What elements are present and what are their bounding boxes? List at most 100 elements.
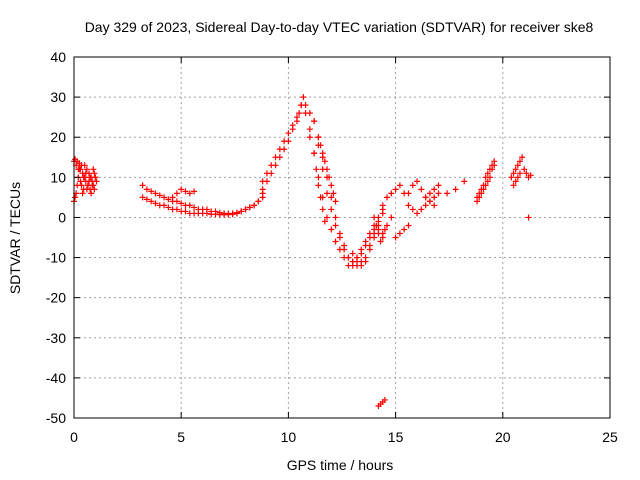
- chart-title: Day 329 of 2023, Sidereal Day-to-day VTE…: [85, 19, 594, 35]
- data-point: [259, 178, 266, 185]
- data-point: [384, 194, 391, 201]
- data-point: [373, 222, 380, 229]
- data-point: [276, 146, 283, 153]
- data-point: [165, 204, 172, 211]
- data-point: [414, 178, 421, 185]
- data-point: [311, 150, 318, 157]
- data-point: [173, 190, 180, 197]
- data-point: [482, 182, 489, 189]
- x-axis-label: GPS time / hours: [287, 457, 394, 473]
- data-point: [510, 182, 517, 189]
- data-point: [91, 186, 98, 193]
- data-point: [362, 258, 369, 265]
- data-point: [93, 178, 100, 185]
- data-point: [191, 204, 198, 211]
- data-point: [336, 234, 343, 241]
- data-point: [414, 210, 421, 217]
- data-point: [527, 172, 534, 179]
- data-point: [510, 170, 517, 177]
- data-point: [521, 166, 528, 173]
- y-tick-label: 0: [58, 209, 66, 225]
- data-point: [418, 206, 425, 213]
- data-point: [328, 182, 335, 189]
- data-point: [89, 182, 96, 189]
- data-point: [169, 194, 176, 201]
- data-point: [285, 130, 292, 137]
- data-point: [178, 186, 185, 193]
- data-point: [229, 211, 236, 218]
- data-point: [444, 190, 451, 197]
- data-point: [435, 182, 442, 189]
- data-point: [422, 194, 429, 201]
- data-point: [358, 250, 365, 257]
- x-tick-label: 25: [602, 429, 618, 445]
- y-axis-ticks: -50 -40 -30 -20 -10 0 10 20 30 40: [46, 49, 610, 426]
- data-point: [76, 166, 83, 173]
- data-point: [409, 206, 416, 213]
- y-tick-label: -10: [46, 250, 66, 266]
- data-point: [349, 258, 356, 265]
- data-point: [328, 194, 335, 201]
- data-point: [405, 222, 412, 229]
- data-point: [349, 250, 356, 257]
- data-point: [173, 198, 180, 205]
- data-point: [82, 170, 89, 177]
- data-point: [165, 196, 172, 203]
- data-point: [272, 154, 279, 161]
- y-tick-label: -20: [46, 290, 66, 306]
- data-point: [79, 190, 86, 197]
- data-point: [514, 162, 521, 169]
- y-tick-label: 30: [50, 89, 66, 105]
- data-point: [388, 190, 395, 197]
- data-point: [242, 206, 249, 213]
- data-point: [87, 174, 94, 181]
- data-point: [388, 214, 395, 221]
- y-tick-label: 20: [50, 129, 66, 145]
- data-point: [143, 186, 150, 193]
- y-axis-label: SDTVAR / TECUs: [7, 182, 23, 294]
- data-point: [83, 186, 90, 193]
- data-point: [315, 174, 322, 181]
- data-point: [516, 170, 523, 177]
- data-point: [313, 166, 320, 173]
- data-point: [81, 174, 88, 181]
- y-tick-label: -50: [46, 410, 66, 426]
- data-point: [178, 200, 185, 207]
- data-point: [86, 178, 93, 185]
- data-point: [332, 222, 339, 229]
- data-point: [431, 186, 438, 193]
- data-point: [315, 134, 322, 141]
- data-point: [484, 170, 491, 177]
- data-point: [238, 208, 245, 215]
- data-point: [319, 150, 326, 157]
- data-point: [143, 196, 150, 203]
- data-point: [182, 188, 189, 195]
- data-point: [186, 190, 193, 197]
- data-point: [77, 178, 84, 185]
- data-point: [474, 198, 481, 205]
- data-point: [315, 182, 322, 189]
- data-point: [328, 206, 335, 213]
- data-point: [289, 122, 296, 129]
- data-point: [186, 202, 193, 209]
- data-point: [409, 182, 416, 189]
- data-point: [156, 192, 163, 199]
- data-point: [161, 194, 168, 201]
- data-point: [323, 190, 330, 197]
- data-point: [354, 254, 361, 261]
- data-point: [392, 234, 399, 241]
- data-point: [345, 254, 352, 261]
- data-point: [418, 186, 425, 193]
- data-point: [83, 166, 90, 173]
- data-point: [203, 210, 210, 217]
- data-point: [317, 142, 324, 149]
- data-point: [341, 246, 348, 253]
- data-point: [478, 190, 485, 197]
- data-points: [71, 94, 534, 409]
- data-point: [311, 118, 318, 125]
- data-point: [489, 166, 496, 173]
- data-point: [426, 190, 433, 197]
- data-point: [525, 214, 532, 221]
- data-point: [366, 246, 373, 253]
